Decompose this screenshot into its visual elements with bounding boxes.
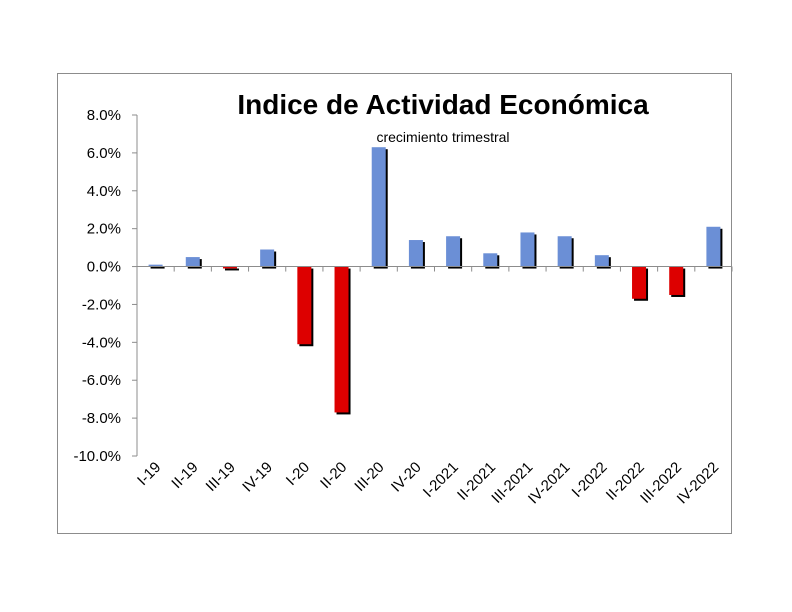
bar-ii-19 xyxy=(185,257,200,267)
bar-i-2022 xyxy=(594,255,609,267)
y-axis-ticks: 8.0% 6.0% 4.0% 2.0% 0.0% -2.0% -4.0% -6.0% -8.0%… xyxy=(73,107,137,465)
bar-iii-20 xyxy=(371,147,386,267)
x-tick-label: II-20 xyxy=(317,459,350,492)
bar-shadow xyxy=(224,268,239,271)
y-tick-label: -2.0% xyxy=(82,296,121,313)
x-axis-ticks: I-19 II-19 III-19 IV-19 I-20 II-20 III-20 IV-20… xyxy=(134,266,733,508)
x-tick-label: IV-2022 xyxy=(674,459,723,508)
bar-shadow xyxy=(150,266,165,269)
bar-iv-2022 xyxy=(706,226,721,267)
bar-iii-2021 xyxy=(520,232,535,267)
y-tick-label: 8.0% xyxy=(87,107,121,124)
bar-ii-20 xyxy=(334,266,349,413)
bar-iii-19 xyxy=(222,266,237,269)
x-tick-label: IV-19 xyxy=(239,459,276,496)
x-tick-label: I-19 xyxy=(134,459,164,489)
x-tick-label: III-19 xyxy=(203,459,239,495)
x-tick-label: IV-2021 xyxy=(525,459,574,508)
bar-iv-2021 xyxy=(557,236,572,267)
x-tick-label: III-20 xyxy=(351,459,387,495)
bar-iv-19 xyxy=(260,249,275,267)
bars-group xyxy=(148,147,723,415)
x-tick-label: I-20 xyxy=(283,459,313,489)
bar-i-19 xyxy=(148,264,163,267)
y-tick-label: 4.0% xyxy=(87,183,121,200)
bar-ii-2022 xyxy=(632,266,647,299)
bar-iii-2022 xyxy=(669,266,684,295)
y-tick-label: -10.0% xyxy=(73,448,121,465)
y-tick-label: -4.0% xyxy=(82,334,121,351)
bar-i-20 xyxy=(297,266,312,345)
bar-iv-20 xyxy=(408,240,423,267)
chart-title: Indice de Actividad Económica xyxy=(237,89,649,120)
bar-i-2021 xyxy=(446,236,461,267)
bar-ii-2021 xyxy=(483,253,498,267)
y-tick-label: 0.0% xyxy=(87,259,121,276)
chart-subtitle: crecimiento trimestral xyxy=(376,129,509,145)
chart-area xyxy=(57,73,732,534)
y-tick-label: 2.0% xyxy=(87,221,121,238)
y-tick-label: -6.0% xyxy=(82,372,121,389)
x-tick-label: IV-20 xyxy=(388,459,425,496)
y-tick-label: 6.0% xyxy=(87,145,121,162)
x-tick-label: II-19 xyxy=(168,459,201,492)
y-tick-label: -8.0% xyxy=(82,410,121,427)
